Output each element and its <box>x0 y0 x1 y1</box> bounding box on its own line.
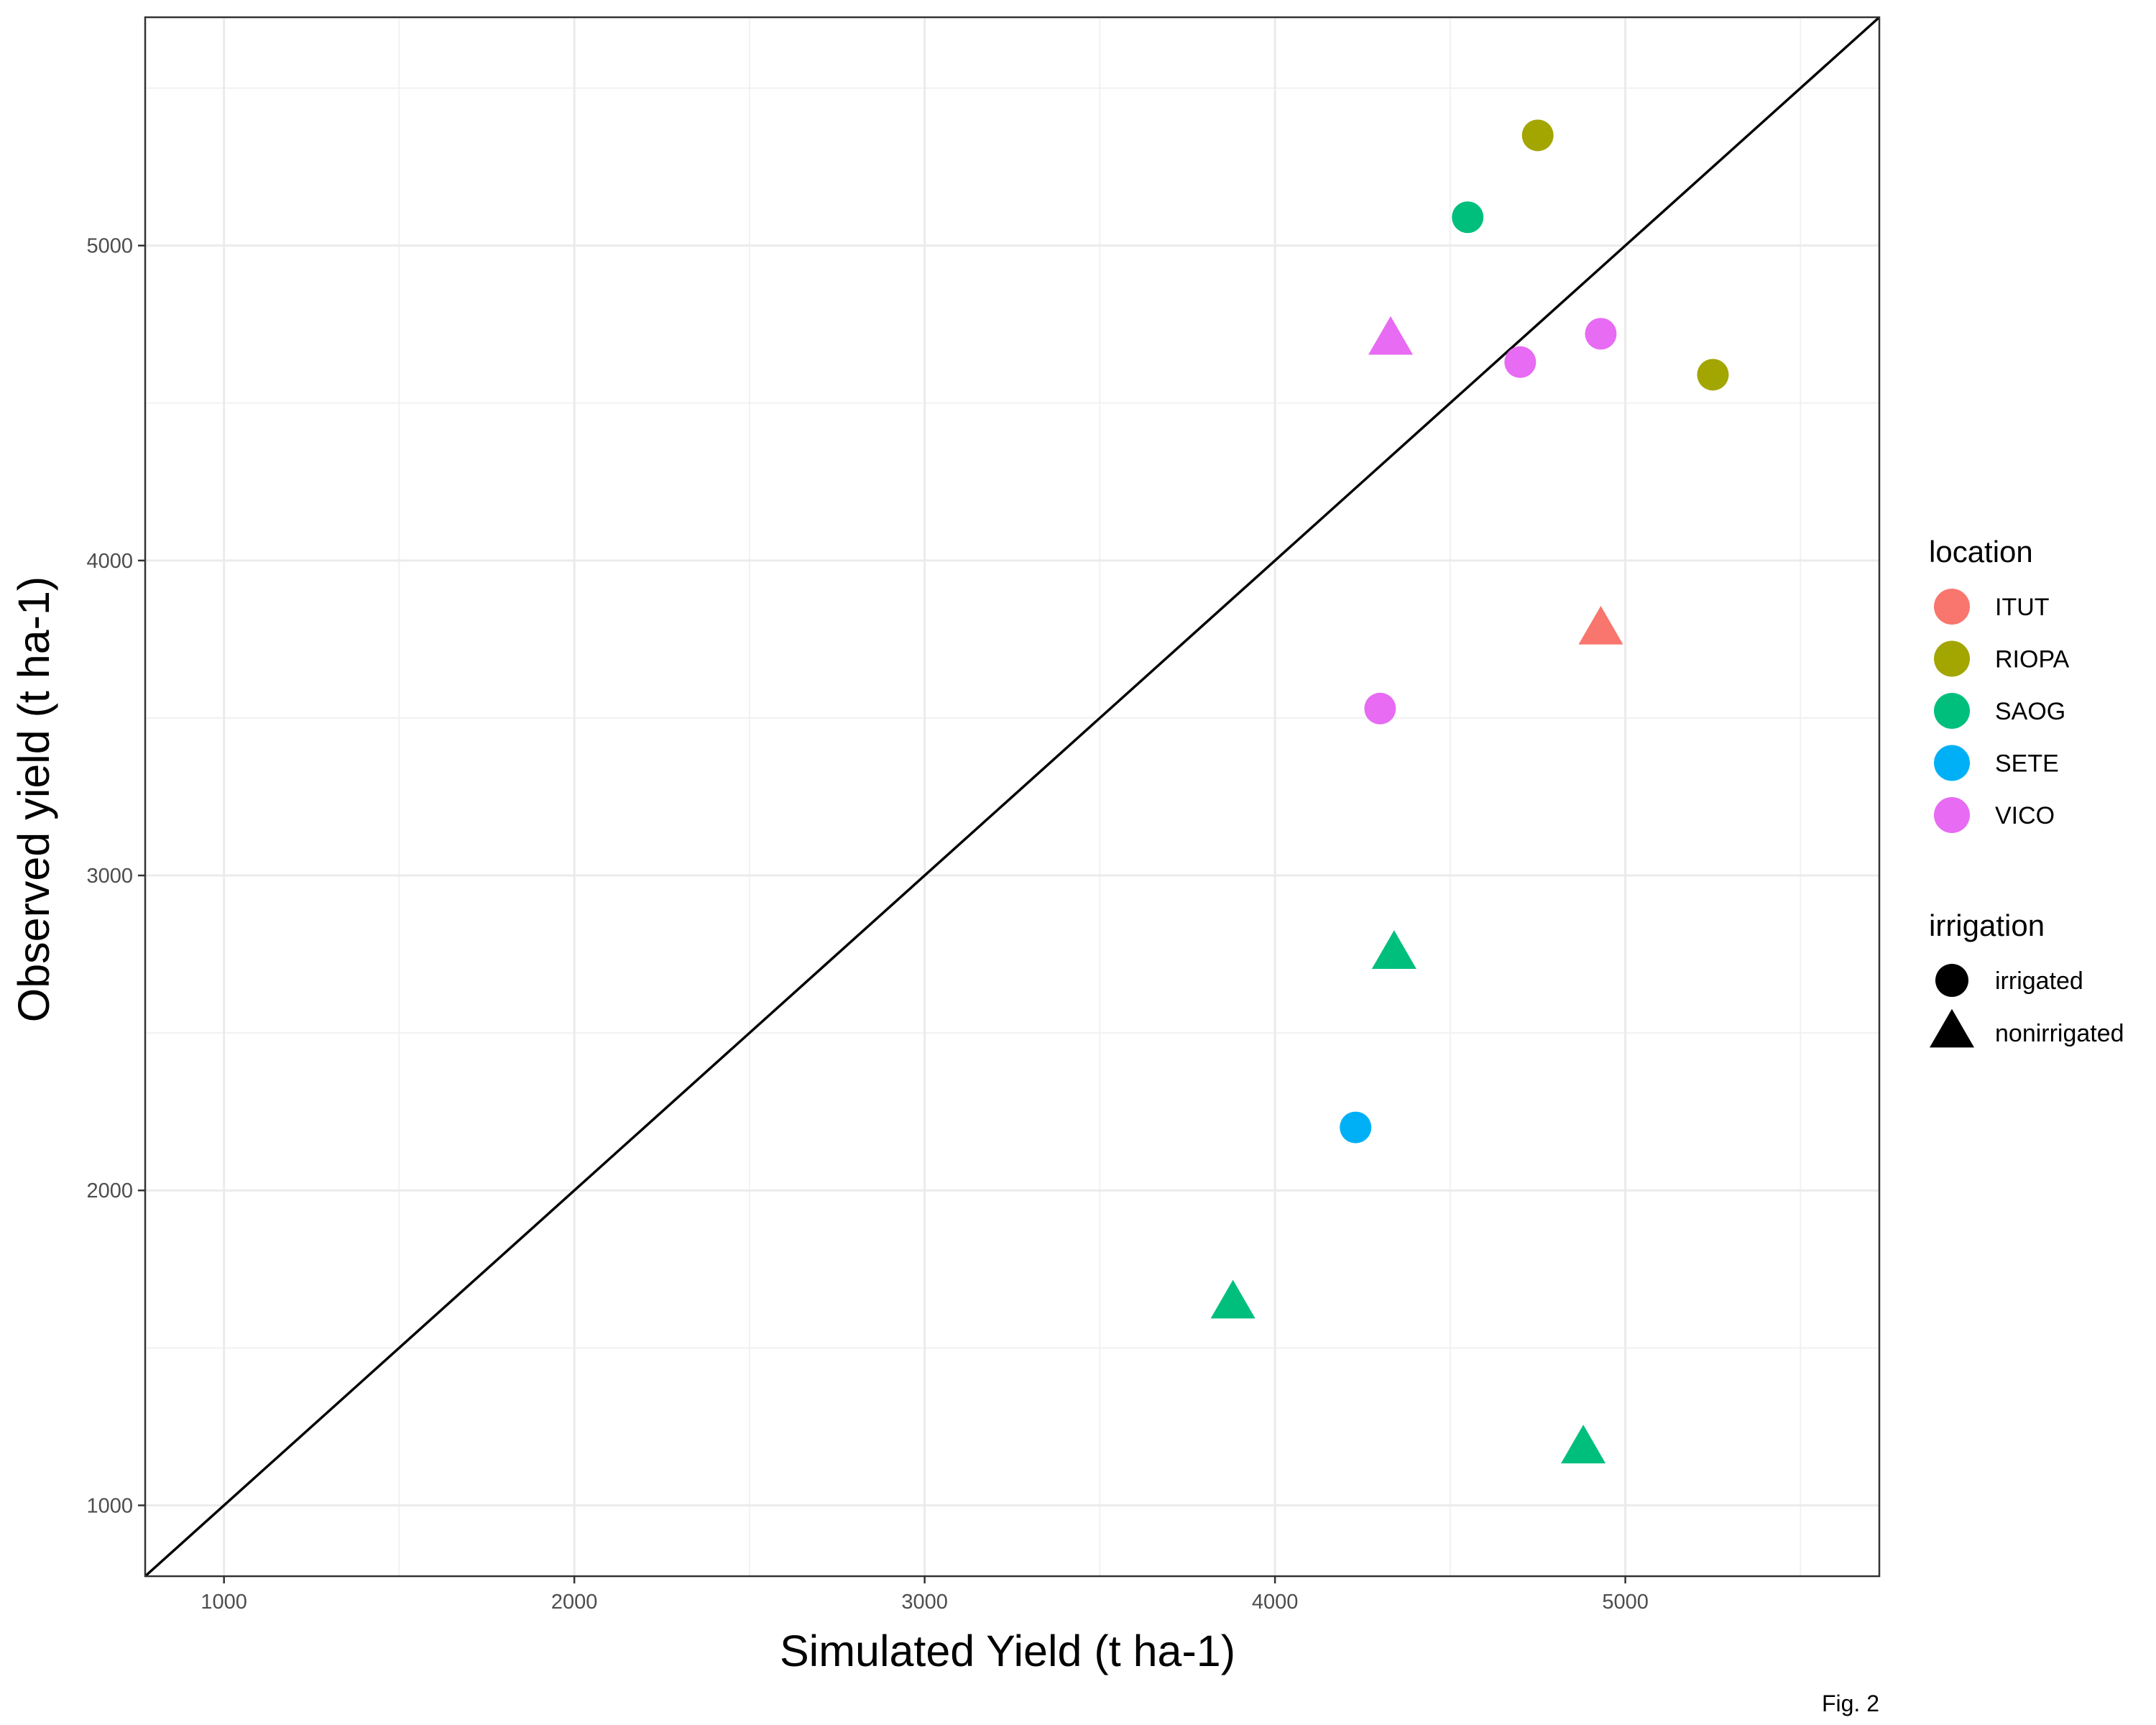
y-tick-label: 4000 <box>86 550 133 573</box>
legend-label-sete: SETE <box>1995 750 2059 778</box>
legend-label-saog: SAOG <box>1995 698 2065 725</box>
point-vico-irrigated <box>1585 318 1617 350</box>
legend-key-itut <box>1934 589 1970 625</box>
x-tick-label: 3000 <box>901 1591 948 1614</box>
legend-key-vico <box>1934 797 1970 833</box>
x-tick-label: 5000 <box>1602 1591 1649 1614</box>
point-saog-nonirrigated <box>1561 1425 1606 1463</box>
point-vico-irrigated <box>1504 346 1537 378</box>
y-tick-label: 1000 <box>86 1494 133 1517</box>
plot-panel-border <box>144 16 1881 1578</box>
y-tick-label: 2000 <box>86 1179 133 1202</box>
point-saog-irrigated <box>1452 201 1484 234</box>
data-points <box>1210 119 1729 1463</box>
legend-key-saog <box>1934 693 1970 729</box>
y-axis-title: Observed yield (t ha-1) <box>9 576 58 1022</box>
point-sete-irrigated <box>1340 1111 1372 1144</box>
legend-key-irrigated <box>1935 964 1968 997</box>
identity-line <box>144 16 1881 1578</box>
legend-key-nonirrigated <box>1930 1008 1974 1048</box>
legend-label-riopa: RIOPA <box>1995 646 2070 673</box>
y-tick-label: 3000 <box>86 865 133 888</box>
legend-irrigation-title: irrigation <box>1929 908 2045 942</box>
y-tick-label: 5000 <box>86 235 133 258</box>
point-riopa-irrigated <box>1697 359 1729 391</box>
legend-location-title: location <box>1929 535 2033 569</box>
legend-label-nonirrigated: nonirrigated <box>1995 1020 2124 1047</box>
point-itut-nonirrigated <box>1578 605 1623 645</box>
point-vico-nonirrigated <box>1368 316 1413 355</box>
grid <box>145 17 1879 1576</box>
x-tick-label: 4000 <box>1252 1591 1299 1614</box>
reference-line-group <box>144 16 1881 1578</box>
point-saog-nonirrigated <box>1210 1279 1256 1319</box>
legend-key-sete <box>1934 745 1970 781</box>
point-riopa-irrigated <box>1521 119 1554 152</box>
legend-irrigation: irrigation irrigated nonirrigated <box>1929 908 2124 1048</box>
x-tick-label: 1000 <box>201 1591 247 1614</box>
point-vico-irrigated <box>1364 692 1396 724</box>
point-saog-nonirrigated <box>1371 930 1416 969</box>
legend-key-riopa <box>1934 640 1970 677</box>
legend-label-irrigated: irrigated <box>1995 967 2083 995</box>
legend-location: location ITUT RIOPA SAOG SETE VICO <box>1929 535 2070 833</box>
x-tick-label: 2000 <box>551 1591 598 1614</box>
legend-label-itut: ITUT <box>1995 594 2050 621</box>
axis-ticks: 1000 2000 3000 4000 5000 1000 2000 3000 4000 5000 <box>86 235 1648 1614</box>
figure-caption: Fig. 2 <box>1822 1690 1879 1716</box>
legend-label-vico: VICO <box>1995 802 2055 829</box>
x-axis-title: Simulated Yield (t ha-1) <box>780 1627 1235 1675</box>
